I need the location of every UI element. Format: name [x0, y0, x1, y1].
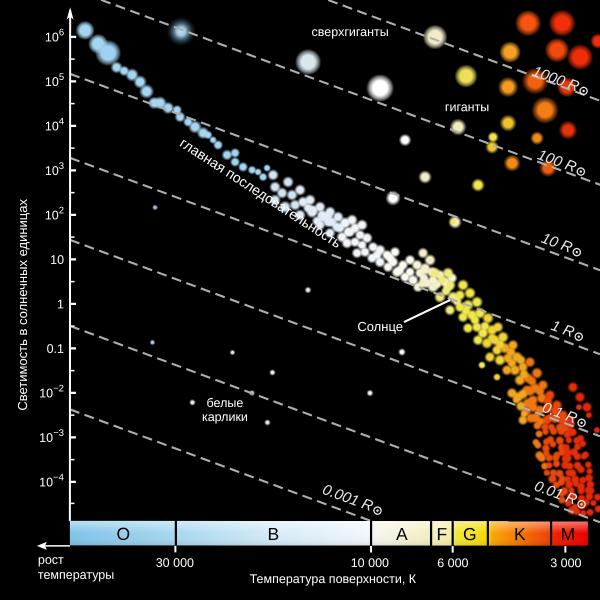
- svg-text:A: A: [396, 524, 408, 544]
- svg-text:3 000: 3 000: [550, 556, 581, 570]
- svg-text:гиганты: гиганты: [445, 100, 489, 114]
- svg-text:M: M: [561, 524, 576, 544]
- svg-text:1: 1: [57, 297, 64, 311]
- svg-text:6 000: 6 000: [437, 556, 468, 570]
- svg-text:Светимость в солнечных единица: Светимость в солнечных единицах: [15, 199, 30, 411]
- svg-text:K: K: [514, 524, 526, 544]
- svg-text:Солнце: Солнце: [357, 319, 403, 334]
- svg-text:Температура поверхности, К: Температура поверхности, К: [250, 572, 417, 586]
- svg-text:30 000: 30 000: [156, 556, 194, 570]
- svg-text:G: G: [463, 524, 477, 544]
- svg-text:температуры: температуры: [38, 568, 114, 582]
- svg-text:O: O: [117, 524, 131, 544]
- svg-text:сверхгиганты: сверхгиганты: [312, 25, 389, 39]
- svg-text:10 000: 10 000: [351, 556, 389, 570]
- svg-text:0.1: 0.1: [47, 342, 64, 356]
- svg-text:рост: рост: [38, 553, 64, 567]
- svg-text:F: F: [437, 524, 448, 544]
- svg-text:белые: белые: [207, 396, 244, 410]
- svg-text:B: B: [268, 524, 280, 544]
- svg-text:10: 10: [50, 253, 64, 267]
- svg-text:карлики: карлики: [202, 410, 248, 424]
